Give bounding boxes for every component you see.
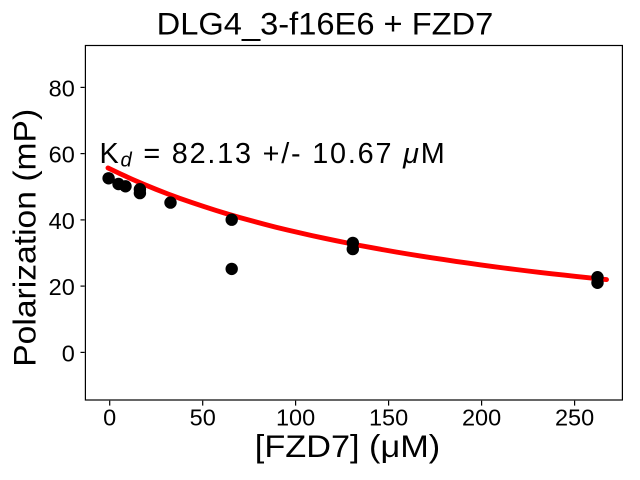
svg-text:40: 40 [49, 208, 75, 234]
svg-text:20: 20 [49, 274, 75, 300]
svg-text:Polarization (mP): Polarization (mP) [6, 109, 42, 367]
svg-text:100: 100 [276, 404, 315, 430]
svg-text:80: 80 [49, 75, 75, 101]
svg-text:50: 50 [190, 404, 216, 430]
svg-text:Kd = 82.13 +/- 10.67 μM: Kd = 82.13 +/- 10.67 μM [100, 138, 447, 172]
svg-text:150: 150 [369, 404, 408, 430]
svg-text:0: 0 [62, 340, 75, 366]
svg-text:250: 250 [555, 404, 594, 430]
svg-text:DLG4_3-f16E6 + FZD7: DLG4_3-f16E6 + FZD7 [157, 6, 494, 42]
svg-text:60: 60 [49, 142, 75, 168]
svg-text:[FZD7] (μM): [FZD7] (μM) [255, 428, 440, 464]
svg-text:0: 0 [103, 404, 116, 430]
svg-text:200: 200 [462, 404, 501, 430]
